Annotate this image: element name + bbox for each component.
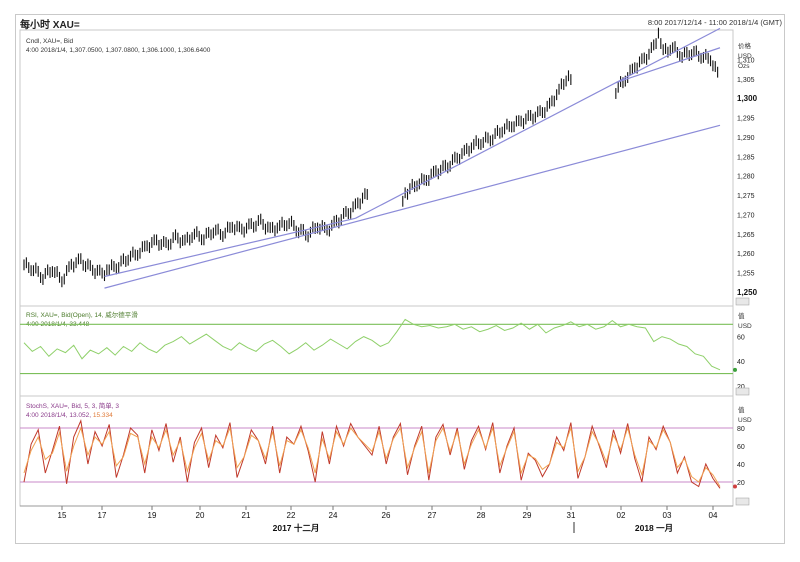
stoch-axis-badge bbox=[735, 497, 750, 506]
price-panel bbox=[19, 29, 734, 307]
x-tick-label: 03 bbox=[663, 511, 672, 520]
x-tick-label: 19 bbox=[148, 511, 157, 520]
price-trendline bbox=[104, 217, 356, 278]
price-y-tick: 1,270 bbox=[737, 212, 755, 219]
x-tick-label: 31 bbox=[567, 511, 576, 520]
stoch-line-k bbox=[23, 419, 721, 489]
rsi-line bbox=[23, 318, 721, 371]
rsi-y-tick: 40 bbox=[737, 359, 745, 366]
x-axis: 15 17 19 20 21 22 24 26 27 28 29 31 02 03 04 2017 十二月 20… bbox=[58, 506, 718, 533]
x-tick-label: 24 bbox=[329, 511, 338, 520]
chart-frame bbox=[15, 14, 785, 544]
stoch-k-readout: 13.052 bbox=[69, 412, 89, 419]
svg-text:Ozs: Ozs bbox=[738, 63, 750, 70]
x-tick-label: 17 bbox=[98, 511, 107, 520]
stoch-y-tick: 20 bbox=[737, 480, 745, 487]
time-range-label: 8:00 2017/12/14 - 11:00 2018/1/4 (GMT) bbox=[647, 18, 782, 27]
rsi-plot: 60 40 20 bbox=[20, 318, 745, 391]
price-legend: Cndl, XAU=, Bid bbox=[26, 38, 74, 45]
price-trendline bbox=[104, 124, 721, 289]
x-tick-label: 04 bbox=[709, 511, 718, 520]
price-trendline bbox=[615, 47, 721, 84]
x-tick-label: 27 bbox=[428, 511, 437, 520]
x-tick-label: 22 bbox=[287, 511, 296, 520]
stoch-panel bbox=[19, 395, 734, 507]
stoch-last-marker bbox=[733, 484, 737, 489]
price-y-tick: 1,275 bbox=[737, 193, 755, 200]
stoch-y-tick: 80 bbox=[737, 426, 745, 433]
price-readout: 4:00 2018/1/4, 1,307.0500, 1,307.0800, 1… bbox=[26, 47, 211, 54]
svg-text:USD: USD bbox=[738, 417, 752, 424]
price-trendline bbox=[355, 27, 721, 219]
x-tick-label: 02 bbox=[617, 511, 626, 520]
stoch-d-readout: 15.334 bbox=[93, 412, 113, 419]
stoch-readout-prefix: 4:00 2018/1/4, bbox=[26, 412, 69, 419]
x-tick-label: 20 bbox=[196, 511, 205, 520]
stoch-readout: 4:00 2018/1/4, 13.052, 15.334 bbox=[26, 412, 113, 419]
price-y-tick: 1,290 bbox=[737, 135, 755, 142]
stoch-axis-title: 值 USD bbox=[738, 405, 752, 424]
x-tick-label: 28 bbox=[477, 511, 486, 520]
svg-text:值: 值 bbox=[738, 405, 745, 414]
svg-text:USD: USD bbox=[738, 53, 752, 60]
x-month-label: 2017 十二月 bbox=[273, 523, 320, 533]
price-y-tick: 1,250 bbox=[737, 288, 758, 297]
rsi-last-marker bbox=[733, 367, 737, 372]
price-plot: 1,310 1,305 1,300 1,295 1,290 1,285 1,280 1,275… bbox=[23, 27, 758, 297]
stoch-line-d bbox=[23, 426, 721, 487]
price-y-tick: 1,260 bbox=[737, 251, 755, 258]
stoch-plot: 80 60 40 20 bbox=[20, 419, 745, 489]
stoch-y-tick: 40 bbox=[737, 462, 745, 469]
price-y-tick: 1,265 bbox=[737, 232, 755, 239]
price-y-tick: 1,305 bbox=[737, 77, 755, 84]
rsi-axis-title: 值 USD bbox=[738, 311, 752, 330]
chart-title: 每小时 XAU= bbox=[20, 20, 80, 31]
x-tick-label: 15 bbox=[58, 511, 67, 520]
rsi-axis-badge bbox=[735, 387, 750, 396]
svg-text:值: 值 bbox=[738, 311, 745, 320]
stoch-legend: StochS, XAU=, Bid, 5, 3, 简单, 3 bbox=[26, 401, 119, 410]
svg-text:价格: 价格 bbox=[738, 41, 752, 50]
price-y-tick: 1,285 bbox=[737, 154, 755, 161]
x-tick-label: 26 bbox=[382, 511, 391, 520]
price-axis-badge bbox=[735, 297, 750, 306]
rsi-y-tick: 20 bbox=[737, 384, 745, 391]
price-y-tick: 1,310 bbox=[737, 57, 755, 64]
price-axis-title: 价格 USD Ozs bbox=[738, 41, 752, 70]
stoch-y-tick: 60 bbox=[737, 444, 745, 451]
rsi-panel bbox=[19, 305, 734, 397]
x-month-label: 2018 一月 bbox=[635, 523, 673, 533]
price-y-tick: 1,255 bbox=[737, 271, 755, 278]
x-tick-label: 21 bbox=[242, 511, 251, 520]
svg-text:USD: USD bbox=[738, 323, 752, 330]
rsi-legend: RSI, XAU=, Bid(Open), 14, 威尔德平滑 bbox=[26, 310, 138, 319]
price-y-tick: 1,300 bbox=[737, 94, 758, 103]
x-tick-label: 29 bbox=[523, 511, 532, 520]
price-y-tick: 1,295 bbox=[737, 116, 755, 123]
price-y-tick: 1,280 bbox=[737, 174, 755, 181]
rsi-y-tick: 60 bbox=[737, 335, 745, 342]
